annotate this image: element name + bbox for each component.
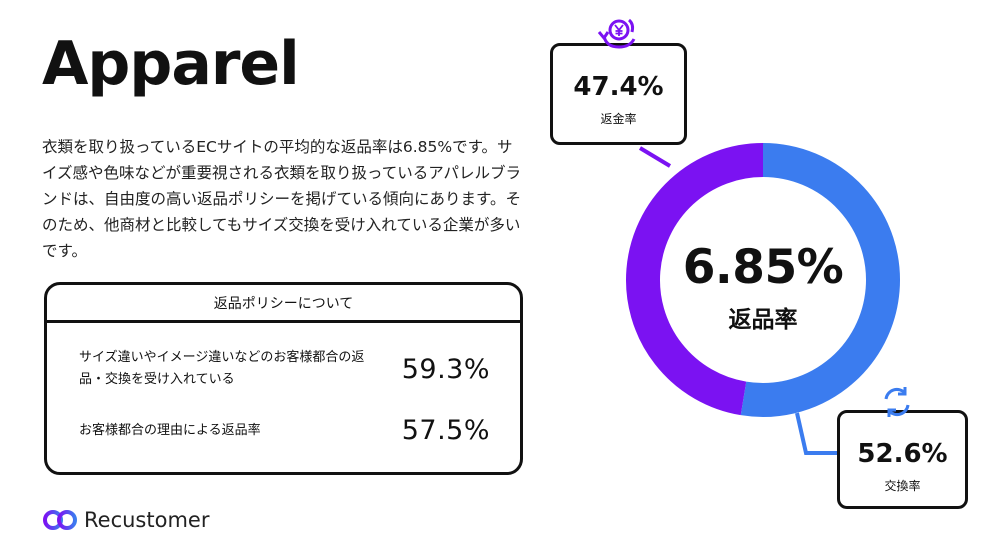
description-text: 衣類を取り扱っているECサイトの平均的な返品率は6.85%です。サイズ感や色味な… bbox=[42, 138, 521, 260]
brand-logo: Recustomer bbox=[42, 507, 209, 533]
recustomer-logo-icon bbox=[43, 510, 77, 530]
policy-row-label: サイズ違いやイメージ違いなどのお客様都合の返品・交換を受け入れている bbox=[79, 350, 365, 387]
policy-row-value: 59.3% bbox=[401, 353, 490, 385]
refund-connector-line bbox=[638, 146, 672, 168]
return-policy-card: 返品ポリシーについて サイズ違いやイメージ違いなどのお客様都合の返品・交換を受け… bbox=[44, 282, 523, 475]
center-label: 返品率 bbox=[728, 307, 798, 333]
refund-slice bbox=[626, 143, 764, 416]
policy-heading: 返品ポリシーについて bbox=[47, 285, 520, 323]
policy-row: お客様都合の理由による返品率 57.5% bbox=[79, 415, 490, 446]
brand-name: Recustomer bbox=[84, 508, 210, 532]
center-value: 6.85% bbox=[682, 240, 844, 295]
yen-refund-icon bbox=[596, 14, 642, 60]
exchange-rate-label: 交換率 bbox=[884, 479, 921, 493]
exchange-rate-value: 52.6% bbox=[857, 439, 948, 469]
page-title: Apparel bbox=[42, 29, 300, 99]
exchange-rate-callout: 52.6% 交換率 bbox=[837, 410, 968, 509]
exchange-slice bbox=[740, 143, 900, 417]
refund-rate-callout: 47.4% 返金率 bbox=[550, 43, 687, 145]
policy-row-value: 57.5% bbox=[401, 415, 490, 446]
policy-row: サイズ違いやイメージ違いなどのお客様都合の返品・交換を受け入れている 59.3% bbox=[79, 347, 490, 391]
refund-rate-value: 47.4% bbox=[573, 72, 664, 102]
refund-rate-label: 返金率 bbox=[600, 112, 637, 126]
exchange-arrows-icon bbox=[880, 385, 914, 423]
exchange-connector-line bbox=[795, 412, 838, 455]
policy-row-label: お客様都合の理由による返品率 bbox=[79, 422, 261, 438]
